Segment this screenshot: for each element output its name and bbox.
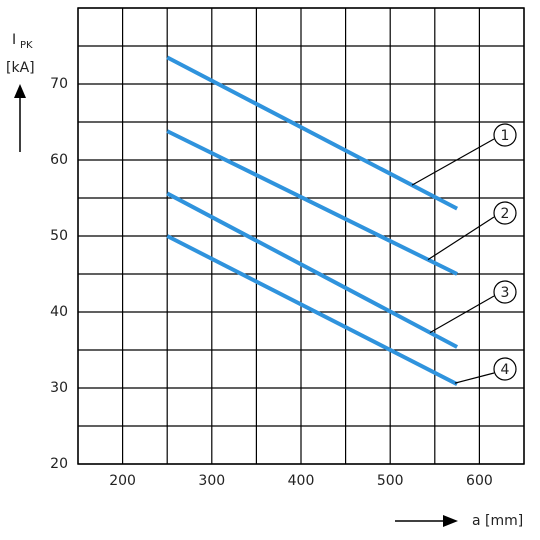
leader-line [454,372,495,384]
x-tick-label: 600 [466,473,493,489]
y-arrow [14,84,26,152]
label-circle [493,280,517,304]
leader-line [427,216,495,261]
y-tick-label: 40 [50,304,68,320]
x-tick-label: 200 [109,473,136,489]
series-label: 2 [501,206,510,222]
x-tick-label: 400 [288,473,315,489]
x-arrow [395,515,458,527]
series-line [166,191,459,349]
series-label: 3 [501,285,510,301]
series-label: 1 [501,128,510,144]
label-circle [493,201,517,225]
y-tick-label: 30 [50,380,68,396]
leader-line [411,138,495,186]
series-line [166,129,458,276]
label-circle [493,357,517,381]
y-tick-label: 60 [50,152,68,168]
x-label: a [mm] [472,513,523,529]
y-unit: [kA] [6,60,35,76]
x-tick-label: 500 [377,473,404,489]
series-line [166,55,459,211]
leader-line [429,295,495,334]
y-label-sub: PK [20,40,33,51]
series-line [166,234,459,386]
y-tick-label: 70 [50,76,68,92]
x-tick-label: 300 [198,473,225,489]
y-tick-label: 20 [50,456,68,472]
y-tick-label: 50 [50,228,68,244]
label-circle [493,123,517,147]
series-label: 4 [501,362,510,378]
y-label: I [12,32,16,48]
